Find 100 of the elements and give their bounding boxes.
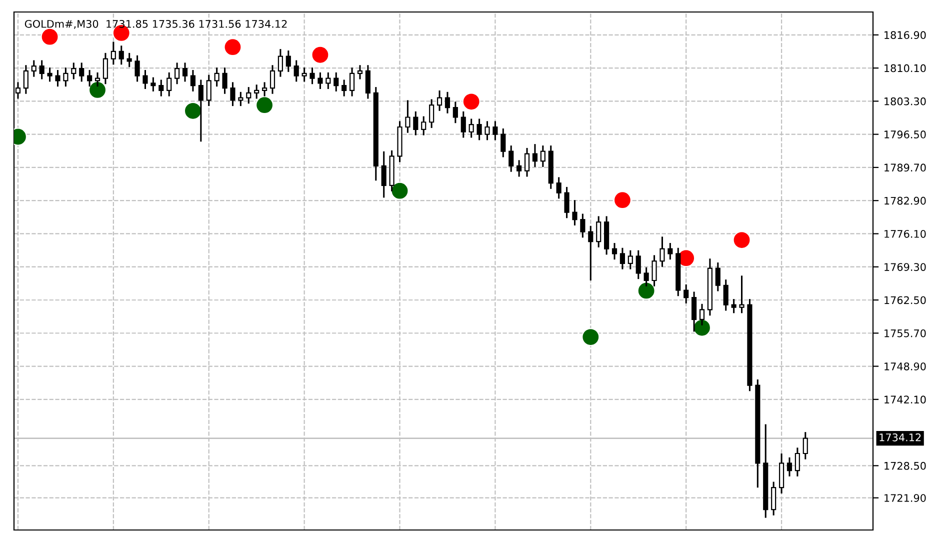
candlestick	[150, 76, 156, 92]
candlestick	[802, 431, 808, 460]
candlestick	[326, 72, 331, 90]
candlestick	[452, 100, 458, 124]
candlestick	[660, 236, 665, 268]
y-tick-label: 1796.50	[884, 130, 926, 138]
candlestick	[684, 284, 689, 304]
candlestick	[532, 143, 538, 168]
candlestick	[23, 64, 28, 95]
candlestick	[126, 52, 132, 68]
point	[582, 328, 600, 346]
candlestick	[278, 48, 283, 78]
candlestick	[310, 66, 315, 85]
y-tick-label: 1769.30	[884, 263, 926, 271]
candlestick	[723, 278, 728, 312]
candlestick	[596, 215, 602, 248]
y-tick-label: 1721.90	[884, 494, 926, 502]
y-tick-label: 1803.30	[884, 97, 926, 106]
point	[40, 28, 59, 46]
candlestick	[468, 118, 474, 138]
candlestick	[118, 44, 124, 66]
point	[462, 92, 480, 111]
candlestick	[429, 98, 434, 129]
candlestick	[39, 59, 44, 80]
candlestick	[230, 81, 236, 107]
candlestick	[87, 69, 92, 88]
candlestick	[166, 72, 172, 98]
candlestick	[405, 99, 410, 134]
y-tick-label: 1755.70	[884, 329, 926, 338]
candlestick	[540, 144, 546, 168]
y-tick-label: 1728.50	[884, 462, 926, 470]
candlestick	[134, 54, 140, 82]
point	[184, 102, 202, 120]
candlestick	[668, 242, 673, 260]
candlestick	[198, 78, 204, 142]
candlestick	[214, 66, 220, 88]
candlestick	[190, 69, 196, 92]
candlestick	[182, 62, 188, 82]
point	[390, 182, 409, 200]
candlestick	[174, 62, 180, 85]
candlestick	[318, 72, 323, 90]
candlestick	[365, 64, 370, 100]
y-tick-label: 1742.10	[884, 396, 926, 404]
candlestick	[771, 480, 776, 516]
candlestick	[739, 274, 744, 314]
y-tick-label: 1810.10	[884, 64, 926, 72]
candlestick	[334, 72, 339, 92]
candlestick	[786, 456, 792, 478]
candlestick	[270, 64, 276, 95]
candlestick	[580, 212, 586, 238]
candlestick	[620, 247, 625, 270]
candlestick	[421, 116, 426, 136]
candlestick	[47, 66, 52, 82]
candlestick	[564, 186, 570, 219]
candlestick	[588, 225, 594, 282]
candlestick	[692, 290, 697, 332]
candlestick	[294, 59, 299, 82]
candlestick	[572, 199, 578, 226]
candlestick	[286, 50, 291, 73]
candlestick	[731, 298, 736, 314]
candlestick	[158, 78, 164, 98]
text: GOLDm#,M30 1731.85 1735.36 1731.56 1734.12	[24, 20, 287, 29]
candlestick	[460, 110, 466, 138]
point	[637, 282, 656, 300]
candlestick	[484, 120, 490, 141]
candlestick	[444, 91, 450, 114]
point	[224, 38, 242, 56]
candlestick	[636, 250, 641, 280]
candlestick	[508, 144, 514, 173]
point	[613, 191, 632, 210]
candlestick	[349, 66, 355, 98]
candlestick	[524, 147, 530, 178]
point	[88, 80, 107, 100]
candlestick	[516, 159, 522, 178]
candlestick	[612, 242, 618, 260]
candlestick	[381, 150, 386, 198]
candlestick	[142, 69, 148, 90]
candlestick	[357, 64, 363, 80]
candlestick	[794, 446, 800, 478]
candlestick	[71, 62, 76, 80]
candlestick	[238, 91, 244, 107]
ref-line-label: 1734.12	[880, 433, 921, 442]
y-tick-label: 1789.70	[884, 164, 926, 172]
y-tick-label: 1776.10	[884, 230, 926, 238]
y-tick-label: 1748.90	[884, 362, 926, 370]
candlestick	[436, 90, 442, 112]
y-tick-label: 1816.90	[884, 31, 926, 40]
point	[311, 46, 330, 64]
y-tick-label: 1762.50	[884, 296, 926, 304]
candlestick	[55, 69, 60, 88]
candlestick	[492, 120, 498, 141]
candlestick	[342, 78, 347, 98]
y-tick-label: 1782.90	[884, 196, 926, 205]
candlestick	[628, 250, 633, 270]
candlestick	[302, 66, 307, 82]
point	[255, 96, 274, 114]
point	[732, 230, 751, 250]
candlestick	[500, 128, 506, 158]
candlestick	[715, 262, 720, 292]
candlestick	[222, 66, 228, 95]
